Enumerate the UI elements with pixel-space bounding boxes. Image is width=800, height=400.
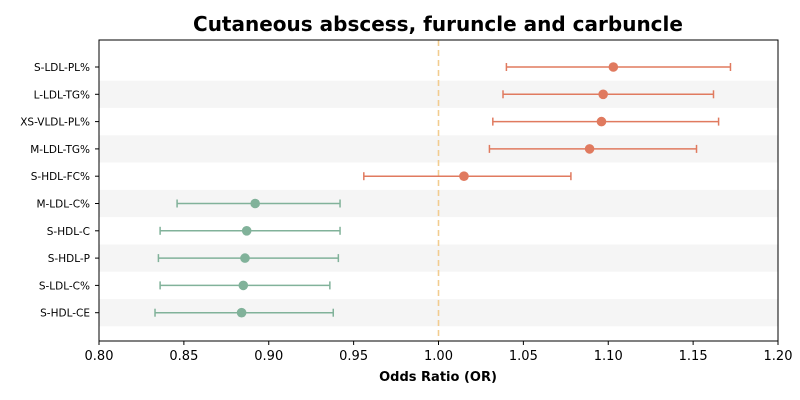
y-tick-label: S-HDL-CE (40, 308, 90, 320)
y-tick-label: S-LDL-C% (39, 280, 90, 292)
y-tick-label: L-LDL-TG% (34, 89, 90, 101)
y-tick-label: S-HDL-FC% (31, 171, 90, 183)
forest-row (159, 280, 331, 291)
or-point (238, 280, 249, 291)
y-tick-label: S-HDL-P (48, 253, 90, 265)
x-tick-label: 1.10 (594, 349, 623, 364)
or-point (240, 253, 250, 263)
x-axis-label: Odds Ratio (OR) (379, 370, 497, 385)
forest-row (492, 116, 720, 127)
forest-row (154, 307, 335, 318)
or-point (596, 116, 607, 127)
x-tick-label: 0.80 (85, 349, 114, 364)
x-tick-label: 0.90 (254, 349, 283, 364)
or-point (241, 226, 252, 236)
y-tick-label: S-LDL-PL% (34, 62, 90, 74)
x-tick-label: 1.00 (424, 349, 453, 364)
forest-row (363, 171, 572, 181)
forest-row (488, 144, 698, 154)
or-point (236, 307, 247, 318)
y-axis: S-LDL-PL% L-LDL-TG% XS-VLDL-PL% M-LDL-TG% S-… (20, 62, 99, 320)
x-tick-label: 1.15 (679, 349, 708, 364)
forest-row (502, 89, 715, 100)
or-point (584, 144, 595, 154)
forest-row (505, 62, 732, 72)
forest-row (176, 198, 341, 209)
forest-row (159, 226, 341, 236)
chart-title: Cutaneous abscess, furuncle and carbuncl… (193, 12, 683, 36)
x-tick-label: 0.95 (339, 349, 368, 364)
x-tick-label: 0.85 (169, 349, 198, 364)
or-point (598, 89, 608, 100)
or-point (250, 198, 260, 209)
or-point (608, 62, 619, 72)
series-group (154, 62, 732, 318)
y-tick-label: XS-VLDL-PL% (20, 117, 90, 129)
or-point (459, 171, 469, 181)
y-tick-label: M-LDL-C% (36, 199, 90, 211)
x-tick-label: 1.05 (509, 349, 538, 364)
x-axis: 0.80 0.85 0.90 0.95 1.00 1.05 1.10 1.15 1.20 (85, 341, 793, 364)
x-tick-label: 1.20 (764, 349, 793, 364)
forest-row (157, 253, 340, 263)
y-tick-label: S-HDL-C (47, 226, 90, 238)
y-tick-label: M-LDL-TG% (30, 144, 90, 156)
